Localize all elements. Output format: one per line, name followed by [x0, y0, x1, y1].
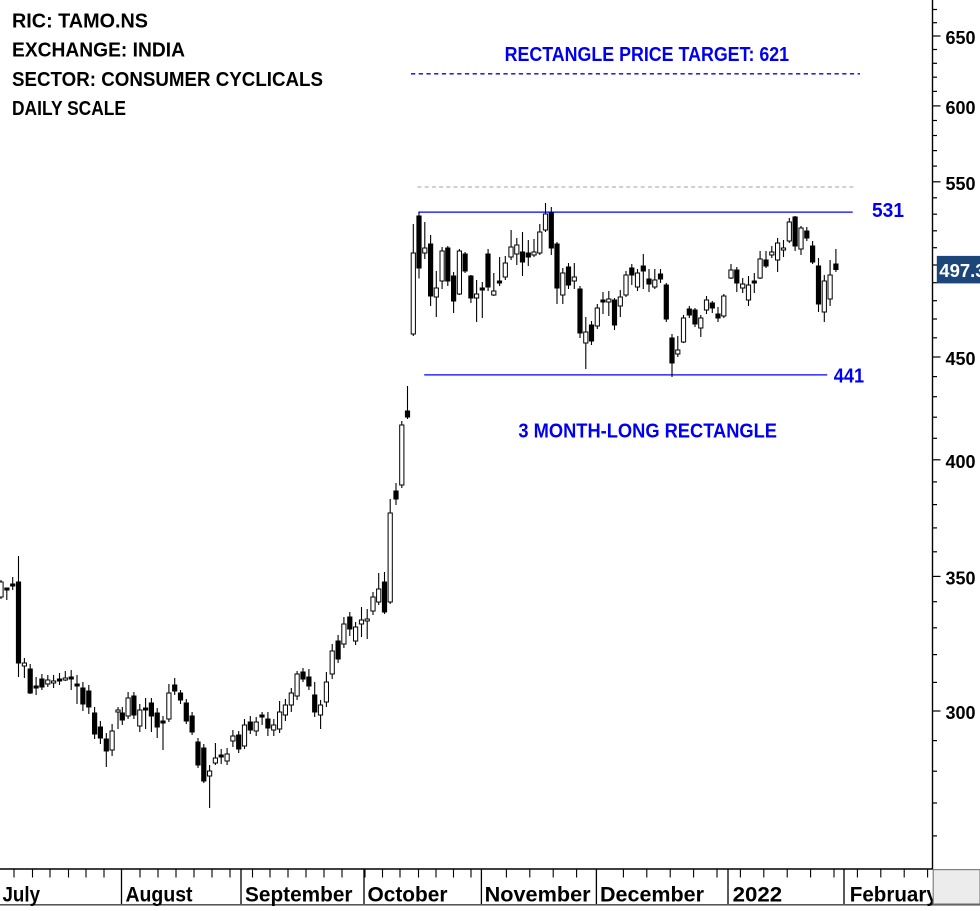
svg-text:531: 531 [872, 200, 904, 222]
svg-text:RECTANGLE PRICE TARGET: 621: RECTANGLE PRICE TARGET: 621 [505, 44, 789, 66]
svg-text:300: 300 [946, 703, 976, 723]
svg-text:650: 650 [946, 28, 976, 48]
svg-text:SECTOR: CONSUMER CYCLICALS: SECTOR: CONSUMER CYCLICALS [12, 69, 323, 91]
svg-text:2022: 2022 [733, 884, 783, 907]
svg-text:December: December [600, 884, 704, 907]
svg-text:350: 350 [946, 569, 976, 589]
svg-text:441: 441 [834, 366, 864, 388]
svg-text:September: September [245, 884, 353, 907]
svg-text:October: October [368, 884, 448, 907]
svg-text:550: 550 [946, 174, 976, 194]
svg-text:August: August [126, 884, 193, 907]
svg-text:July: July [3, 884, 41, 907]
svg-text:600: 600 [946, 98, 976, 118]
svg-text:497.3: 497.3 [939, 260, 980, 281]
svg-text:EXCHANGE: INDIA: EXCHANGE: INDIA [12, 40, 185, 62]
svg-text:RIC: TAMO.NS: RIC: TAMO.NS [12, 11, 148, 33]
svg-text:DAILY SCALE: DAILY SCALE [12, 98, 126, 120]
svg-text:February: February [850, 884, 938, 907]
svg-text:November: November [485, 884, 591, 907]
svg-text:450: 450 [946, 349, 976, 369]
svg-text:400: 400 [946, 452, 976, 472]
svg-text:3 MONTH-LONG RECTANGLE: 3 MONTH-LONG RECTANGLE [518, 421, 777, 443]
